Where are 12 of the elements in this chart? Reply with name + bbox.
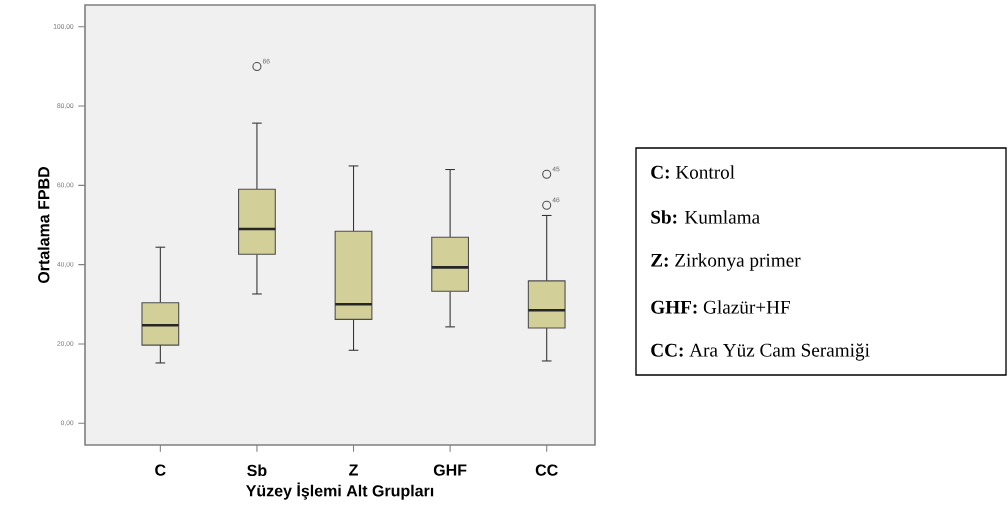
- text: Z: Zirkonya primer: [651, 253, 801, 271]
- x-tick-label: Sb: [247, 464, 267, 477]
- x-axis-title: Yüzey İşlemi Alt Grupları: [246, 482, 434, 500]
- y-axis-title: Ortalama FPBD: [37, 167, 50, 284]
- x-tick-label: CC: [535, 464, 558, 476]
- x-tick-label: Z: [349, 464, 358, 476]
- text: GHF: Glazür+HF: [651, 300, 790, 314]
- text: CC: Ara Yüz Cam Seramiği: [651, 343, 870, 361]
- text: C: Kontrol: [651, 165, 735, 179]
- x-tick-label: GHF: [433, 464, 467, 476]
- text: Sb: Kumlama: [651, 210, 760, 224]
- x-tick-label: C: [155, 464, 166, 476]
